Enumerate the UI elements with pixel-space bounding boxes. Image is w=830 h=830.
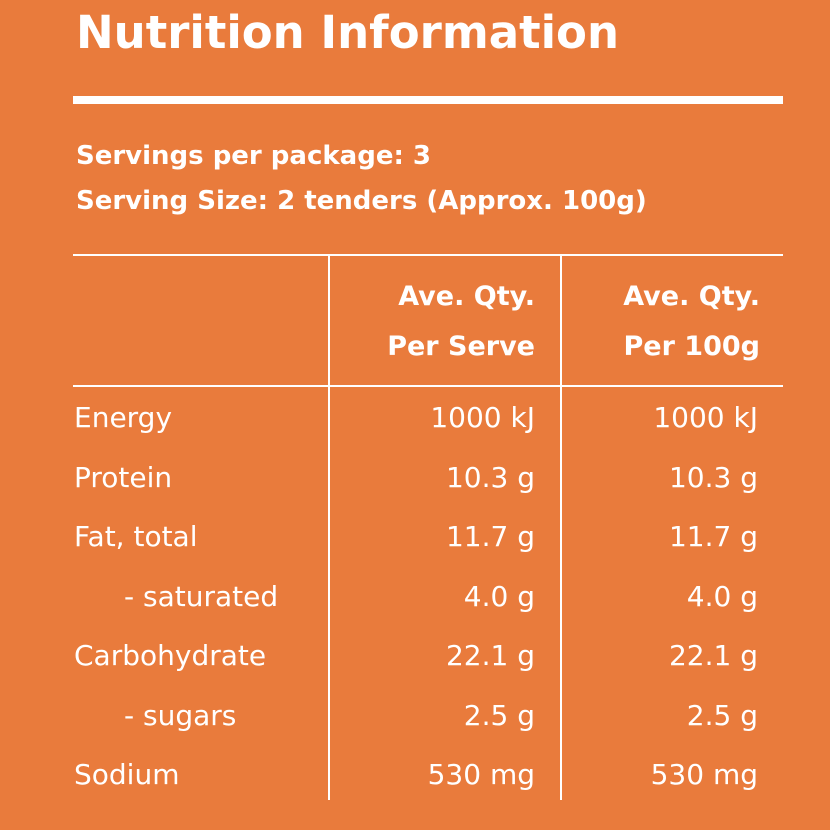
- per-100g-value: 530 mg: [650, 758, 758, 791]
- nutrient-label: - sugars: [124, 699, 237, 732]
- nutrient-label: Fat, total: [74, 520, 198, 553]
- nutrient-label: - saturated: [124, 580, 279, 613]
- per-serve-value: 11.7 g: [445, 520, 535, 553]
- per-100g-value: 11.7 g: [668, 520, 758, 553]
- column-header-per-serve: Ave. Qty. Per Serve: [387, 272, 535, 372]
- per-serve-value: 22.1 g: [445, 639, 535, 672]
- table-row: Sodium 530 mg 530 mg: [0, 755, 830, 815]
- per-serve-value: 2.5 g: [463, 699, 535, 732]
- column-header-line: Per Serve: [387, 331, 535, 362]
- per-serve-value: 10.3 g: [445, 461, 535, 494]
- column-divider-1: [328, 254, 330, 800]
- column-header-per-100g: Ave. Qty. Per 100g: [623, 272, 760, 372]
- panel-title: Nutrition Information: [76, 6, 619, 59]
- serving-size: Serving Size: 2 tenders (Approx. 100g): [76, 186, 647, 216]
- per-serve-value: 530 mg: [427, 758, 535, 791]
- table-row: - saturated 4.0 g 4.0 g: [0, 577, 830, 637]
- servings-per-package: Servings per package: 3: [76, 141, 431, 171]
- title-divider: [73, 96, 783, 104]
- column-header-line: Ave. Qty.: [398, 281, 535, 312]
- table-header-divider: [73, 385, 783, 387]
- per-100g-value: 10.3 g: [668, 461, 758, 494]
- per-100g-value: 2.5 g: [686, 699, 758, 732]
- per-100g-value: 22.1 g: [668, 639, 758, 672]
- per-serve-value: 1000 kJ: [430, 401, 535, 434]
- per-100g-value: 4.0 g: [686, 580, 758, 613]
- column-divider-2: [560, 254, 562, 800]
- table-row: - sugars 2.5 g 2.5 g: [0, 696, 830, 756]
- column-header-line: Ave. Qty.: [623, 281, 760, 312]
- table-row: Protein 10.3 g 10.3 g: [0, 458, 830, 518]
- nutrient-label: Energy: [74, 401, 173, 434]
- nutrient-label: Carbohydrate: [74, 639, 267, 672]
- table-row: Energy 1000 kJ 1000 kJ: [0, 398, 830, 458]
- nutrient-label: Protein: [74, 461, 173, 494]
- column-header-line: Per 100g: [623, 331, 760, 362]
- table-top-border: [73, 254, 783, 256]
- table-row: Fat, total 11.7 g 11.7 g: [0, 517, 830, 577]
- table-row: Carbohydrate 22.1 g 22.1 g: [0, 636, 830, 696]
- nutrient-label: Sodium: [74, 758, 180, 791]
- per-100g-value: 1000 kJ: [653, 401, 758, 434]
- per-serve-value: 4.0 g: [463, 580, 535, 613]
